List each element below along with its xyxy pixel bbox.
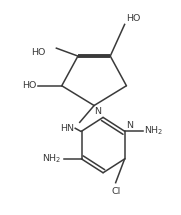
Text: N: N <box>94 108 101 116</box>
Text: N: N <box>126 121 133 130</box>
Text: Cl: Cl <box>111 187 120 196</box>
Text: HO: HO <box>31 48 46 57</box>
Text: NH$_2$: NH$_2$ <box>42 153 62 165</box>
Text: HO: HO <box>22 81 37 90</box>
Text: NH$_2$: NH$_2$ <box>144 125 164 137</box>
Text: HO: HO <box>126 14 141 23</box>
Text: HN: HN <box>60 124 74 133</box>
